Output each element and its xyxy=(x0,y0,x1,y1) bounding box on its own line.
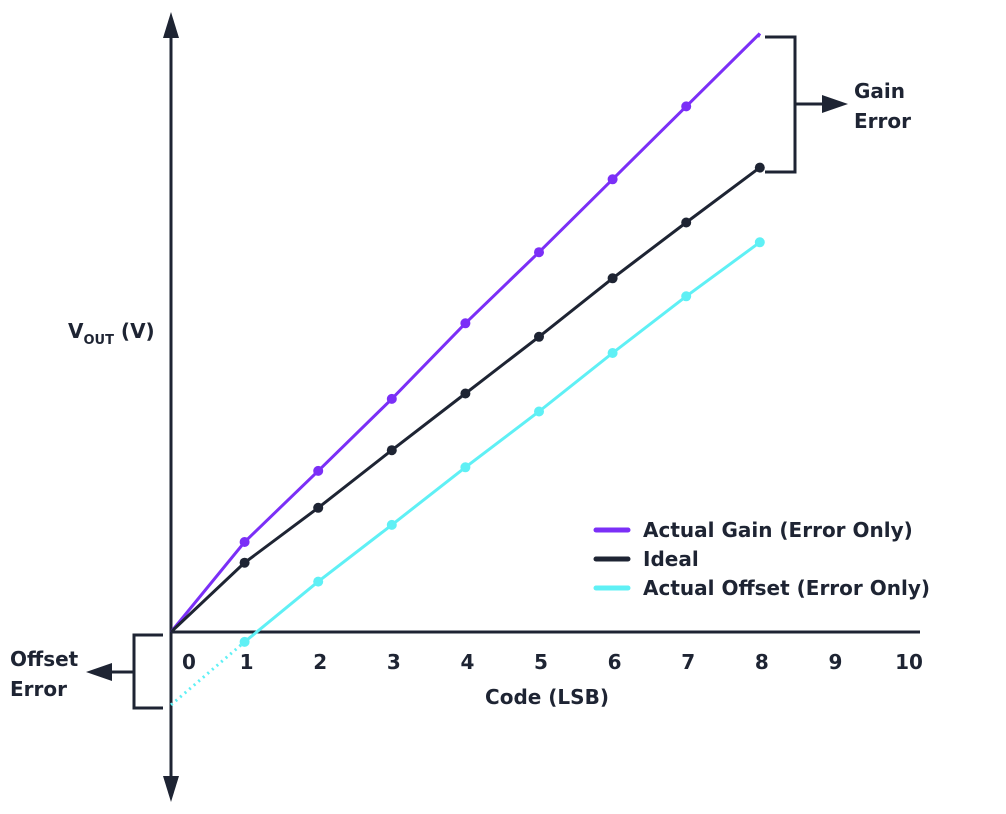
ideal-point-3 xyxy=(386,445,397,456)
x-tick-label-0: 0 xyxy=(182,650,196,674)
gain-error-label-line2: Error xyxy=(854,109,911,133)
axes xyxy=(163,12,920,802)
offset-error-label-line2: Error xyxy=(10,677,67,701)
gain-error-annotation: Gain Error xyxy=(765,35,911,174)
actual-gain-error-only-point-5 xyxy=(534,247,544,258)
offset-error-label-line1: Offset xyxy=(10,647,79,671)
y-axis-label-suffix: (V) xyxy=(114,319,155,343)
actual-offset-error-only-point-2 xyxy=(313,576,324,587)
x-tick-label-7: 7 xyxy=(681,650,695,674)
legend-label-ideal: Ideal xyxy=(643,547,699,571)
actual-offset-error-only-point-3 xyxy=(386,519,397,530)
x-tick-label-3: 3 xyxy=(387,650,401,674)
x-tick-label-5: 5 xyxy=(534,650,548,674)
gain-error-label-line1: Gain xyxy=(854,79,905,103)
actual-gain-error-only-point-1 xyxy=(239,537,250,547)
offset-error-annotation: Offset Error xyxy=(10,633,163,710)
actual-offset-error-only-dotted-extension xyxy=(170,640,246,707)
legend-label-actual-gain: Actual Gain (Error Only) xyxy=(643,518,913,542)
actual-offset-error-only-point-7 xyxy=(681,291,692,302)
x-tick-label-9: 9 xyxy=(828,650,842,674)
actual-offset-error-only-point-5 xyxy=(534,406,544,417)
ideal-point-2 xyxy=(313,502,324,513)
x-tick-label-4: 4 xyxy=(460,650,474,674)
actual-offset-error-only-point-6 xyxy=(607,348,618,358)
actual-offset-error-only-line xyxy=(243,241,761,644)
ideal-point-1 xyxy=(239,557,250,568)
ideal-point-5 xyxy=(534,331,544,342)
legend: Actual Gain (Error Only) Ideal Actual Of… xyxy=(593,518,930,600)
actual-offset-error-only-point-8 xyxy=(754,237,765,248)
ideal-point-7 xyxy=(681,217,692,228)
x-tick-label-2: 2 xyxy=(313,650,327,674)
gain-error-bracket xyxy=(765,35,797,174)
offset-error-arrow-head xyxy=(86,663,112,681)
y-axis-up-arrow xyxy=(163,12,179,38)
x-tick-label-6: 6 xyxy=(608,650,622,674)
series-layer xyxy=(169,32,765,707)
y-axis-down-arrow xyxy=(163,776,179,802)
x-tick-labels: 0 1 2 3 4 5 6 7 8 9 10 xyxy=(182,650,923,674)
actual-gain-error-only-point-4 xyxy=(460,318,471,329)
gain-error-arrow-head xyxy=(822,95,848,113)
actual-offset-error-only-point-4 xyxy=(460,462,471,473)
y-axis-label: VOUT (V) xyxy=(68,319,155,348)
x-tick-label-1: 1 xyxy=(240,650,254,674)
actual-gain-error-only-point-7 xyxy=(681,101,692,112)
y-axis-label-main: V xyxy=(68,319,84,343)
y-axis-label-subscript: OUT xyxy=(83,333,114,348)
x-axis-label: Code (LSB) xyxy=(485,685,609,709)
actual-gain-error-only-point-2 xyxy=(313,465,324,476)
ideal-point-6 xyxy=(607,273,618,284)
actual-gain-error-only-line-end xyxy=(756,32,762,38)
x-tick-label-8: 8 xyxy=(755,650,769,674)
legend-label-actual-offset: Actual Offset (Error Only) xyxy=(643,576,930,600)
ideal-point-8 xyxy=(754,162,765,173)
actual-gain-error-only-point-6 xyxy=(607,174,618,185)
offset-error-bracket xyxy=(132,633,163,710)
actual-gain-error-only-line xyxy=(169,32,761,633)
actual-gain-error-only-point-3 xyxy=(386,393,397,404)
x-tick-label-10: 10 xyxy=(895,650,923,674)
actual-offset-error-only-point-1 xyxy=(239,636,250,647)
ideal-point-4 xyxy=(460,388,471,399)
